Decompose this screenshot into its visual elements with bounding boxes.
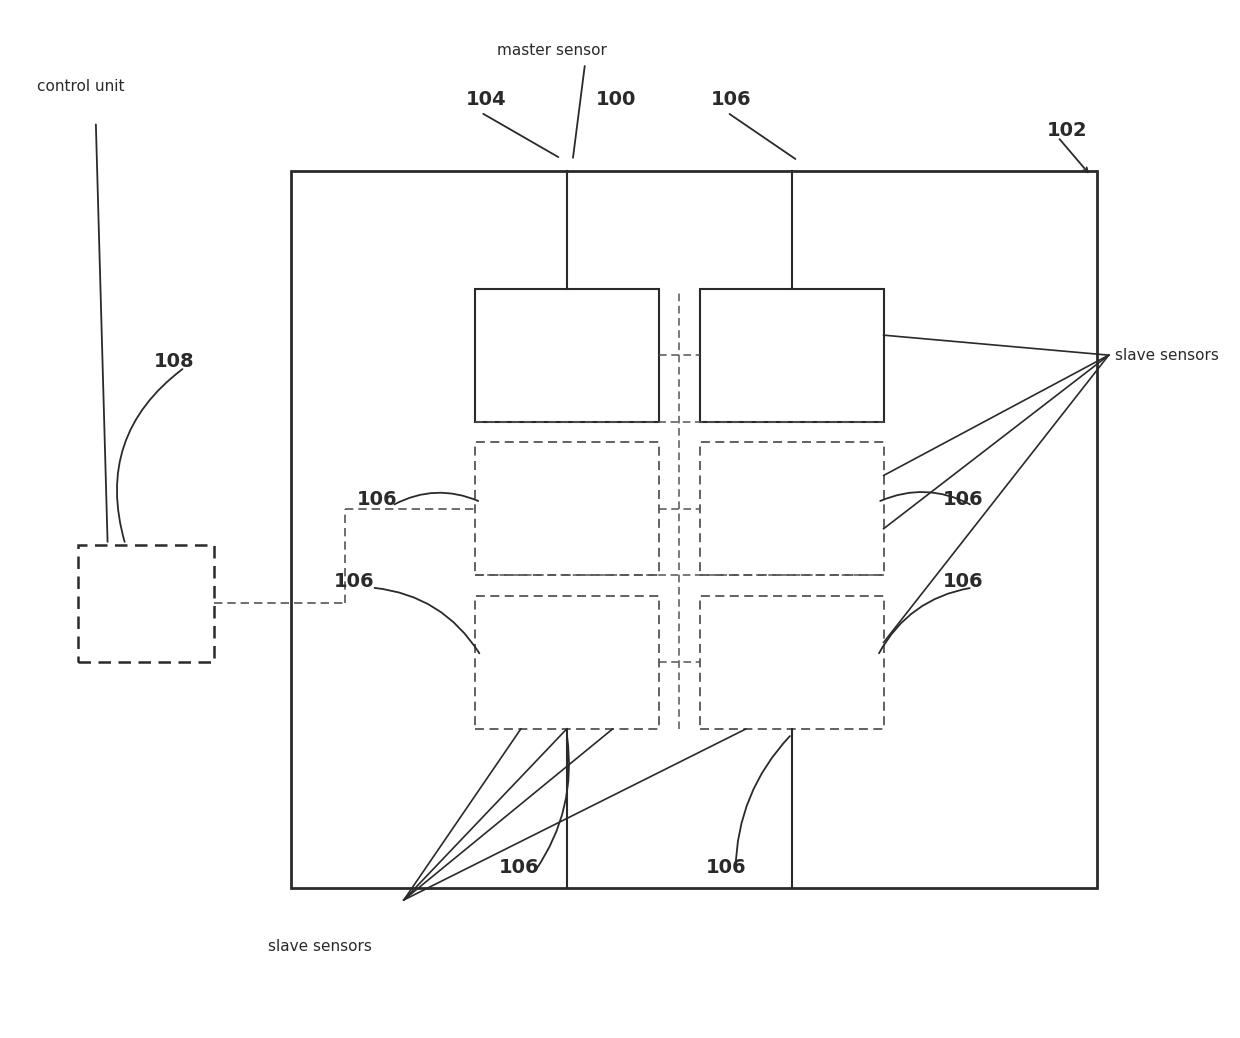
Text: master sensor: master sensor xyxy=(497,44,606,58)
Text: 102: 102 xyxy=(1047,121,1087,140)
Text: 100: 100 xyxy=(595,90,636,109)
Text: 106: 106 xyxy=(356,490,397,509)
Bar xyxy=(701,596,884,729)
Bar xyxy=(475,596,658,729)
Text: slave sensors: slave sensors xyxy=(1115,348,1219,362)
Text: 108: 108 xyxy=(154,352,195,371)
Text: slave sensors: slave sensors xyxy=(268,939,372,954)
Bar xyxy=(291,171,1097,887)
Text: 106: 106 xyxy=(942,572,983,591)
Text: 104: 104 xyxy=(465,90,506,109)
Text: 106: 106 xyxy=(942,490,983,509)
Text: 106: 106 xyxy=(498,858,539,877)
Bar xyxy=(78,545,215,662)
Text: 106: 106 xyxy=(706,858,746,877)
Bar xyxy=(475,442,658,575)
Text: 106: 106 xyxy=(711,90,751,109)
Text: control unit: control unit xyxy=(36,79,124,94)
Text: 106: 106 xyxy=(334,572,374,591)
Bar xyxy=(701,289,884,421)
Bar xyxy=(475,289,658,421)
Bar xyxy=(701,442,884,575)
